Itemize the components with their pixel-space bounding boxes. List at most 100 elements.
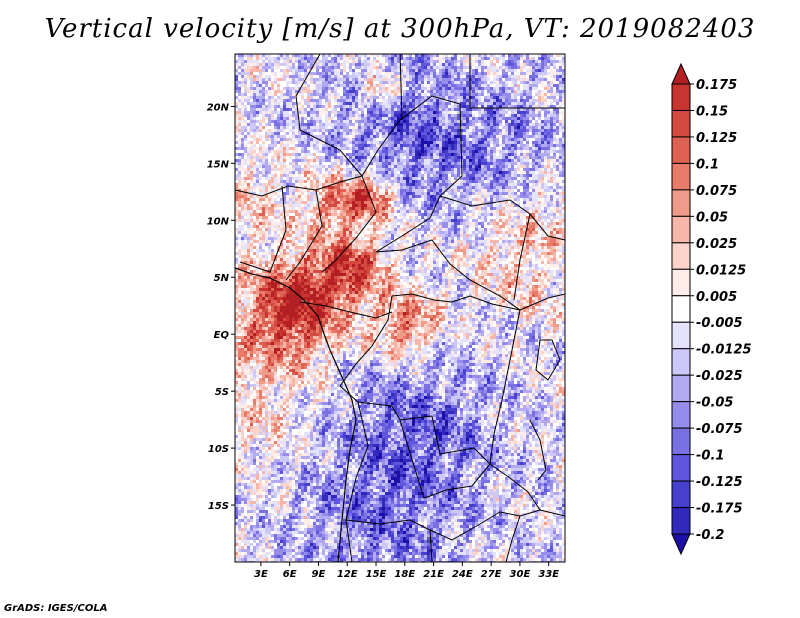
field-cell <box>316 156 319 159</box>
field-cell <box>562 84 565 87</box>
field-cell <box>253 57 256 60</box>
field-cell <box>496 132 499 135</box>
field-cell <box>466 111 469 114</box>
field-cell <box>442 111 445 114</box>
field-cell <box>295 63 298 66</box>
field-cell <box>490 183 493 186</box>
field-cell <box>544 54 547 57</box>
field-cell <box>436 111 439 114</box>
field-cell <box>499 84 502 87</box>
field-cell <box>379 84 382 87</box>
field-cell <box>313 72 316 75</box>
field-cell <box>496 135 499 138</box>
field-cell <box>400 72 403 75</box>
field-cell <box>379 156 382 159</box>
field-cell <box>538 186 541 189</box>
field-cell <box>349 84 352 87</box>
field-cell <box>238 90 241 93</box>
field-cell <box>361 180 364 183</box>
field-cell <box>520 54 523 57</box>
field-cell <box>256 99 259 102</box>
field-cell <box>298 60 301 63</box>
field-cell <box>526 111 529 114</box>
field-cell <box>541 99 544 102</box>
field-cell <box>472 177 475 180</box>
field-cell <box>295 84 298 87</box>
field-cell <box>508 150 511 153</box>
field-cell <box>535 102 538 105</box>
field-cell <box>553 111 556 114</box>
field-cell <box>325 168 328 171</box>
field-cell <box>547 66 550 69</box>
field-cell <box>277 78 280 81</box>
field-cell <box>490 105 493 108</box>
field-cell <box>529 153 532 156</box>
field-cell <box>454 57 457 60</box>
field-cell <box>424 171 427 174</box>
field-cell <box>532 120 535 123</box>
field-cell <box>277 165 280 168</box>
field-cell <box>304 174 307 177</box>
field-cell <box>376 165 379 168</box>
field-cell <box>250 108 253 111</box>
field-cell <box>541 159 544 162</box>
field-cell <box>340 135 343 138</box>
field-cell <box>550 111 553 114</box>
field-cell <box>475 99 478 102</box>
field-cell <box>442 186 445 189</box>
field-cell <box>496 162 499 165</box>
field-cell <box>310 54 313 57</box>
field-cell <box>352 168 355 171</box>
field-cell <box>361 171 364 174</box>
field-cell <box>469 150 472 153</box>
field-cell <box>379 81 382 84</box>
field-cell <box>337 66 340 69</box>
field-cell <box>514 168 517 171</box>
field-cell <box>337 78 340 81</box>
field-cell <box>472 96 475 99</box>
field-cell <box>316 138 319 141</box>
field-cell <box>526 156 529 159</box>
field-cell <box>238 177 241 180</box>
field-cell <box>511 60 514 63</box>
field-cell <box>235 99 238 102</box>
field-cell <box>553 180 556 183</box>
field-cell <box>343 132 346 135</box>
field-cell <box>241 177 244 180</box>
field-cell <box>526 126 529 129</box>
field-cell <box>289 153 292 156</box>
field-cell <box>397 99 400 102</box>
field-cell <box>412 159 415 162</box>
field-cell <box>505 108 508 111</box>
field-cell <box>478 174 481 177</box>
field-cell <box>307 66 310 69</box>
field-cell <box>253 147 256 150</box>
field-cell <box>370 186 373 189</box>
field-cell <box>379 141 382 144</box>
field-cell <box>334 135 337 138</box>
field-cell <box>262 57 265 60</box>
field-cell <box>454 171 457 174</box>
field-cell <box>559 105 562 108</box>
field-cell <box>298 138 301 141</box>
field-cell <box>463 168 466 171</box>
field-cell <box>451 93 454 96</box>
field-cell <box>511 117 514 120</box>
field-cell <box>331 144 334 147</box>
field-cell <box>316 78 319 81</box>
field-cell <box>307 159 310 162</box>
field-cell <box>451 57 454 60</box>
field-cell <box>433 171 436 174</box>
field-cell <box>256 111 259 114</box>
field-cell <box>562 129 565 132</box>
field-cell <box>403 81 406 84</box>
field-cell <box>517 96 520 99</box>
field-cell <box>415 120 418 123</box>
field-cell <box>466 159 469 162</box>
field-cell <box>406 165 409 168</box>
field-cell <box>529 126 532 129</box>
field-cell <box>307 165 310 168</box>
field-cell <box>439 144 442 147</box>
field-cell <box>313 75 316 78</box>
field-cell <box>400 129 403 132</box>
